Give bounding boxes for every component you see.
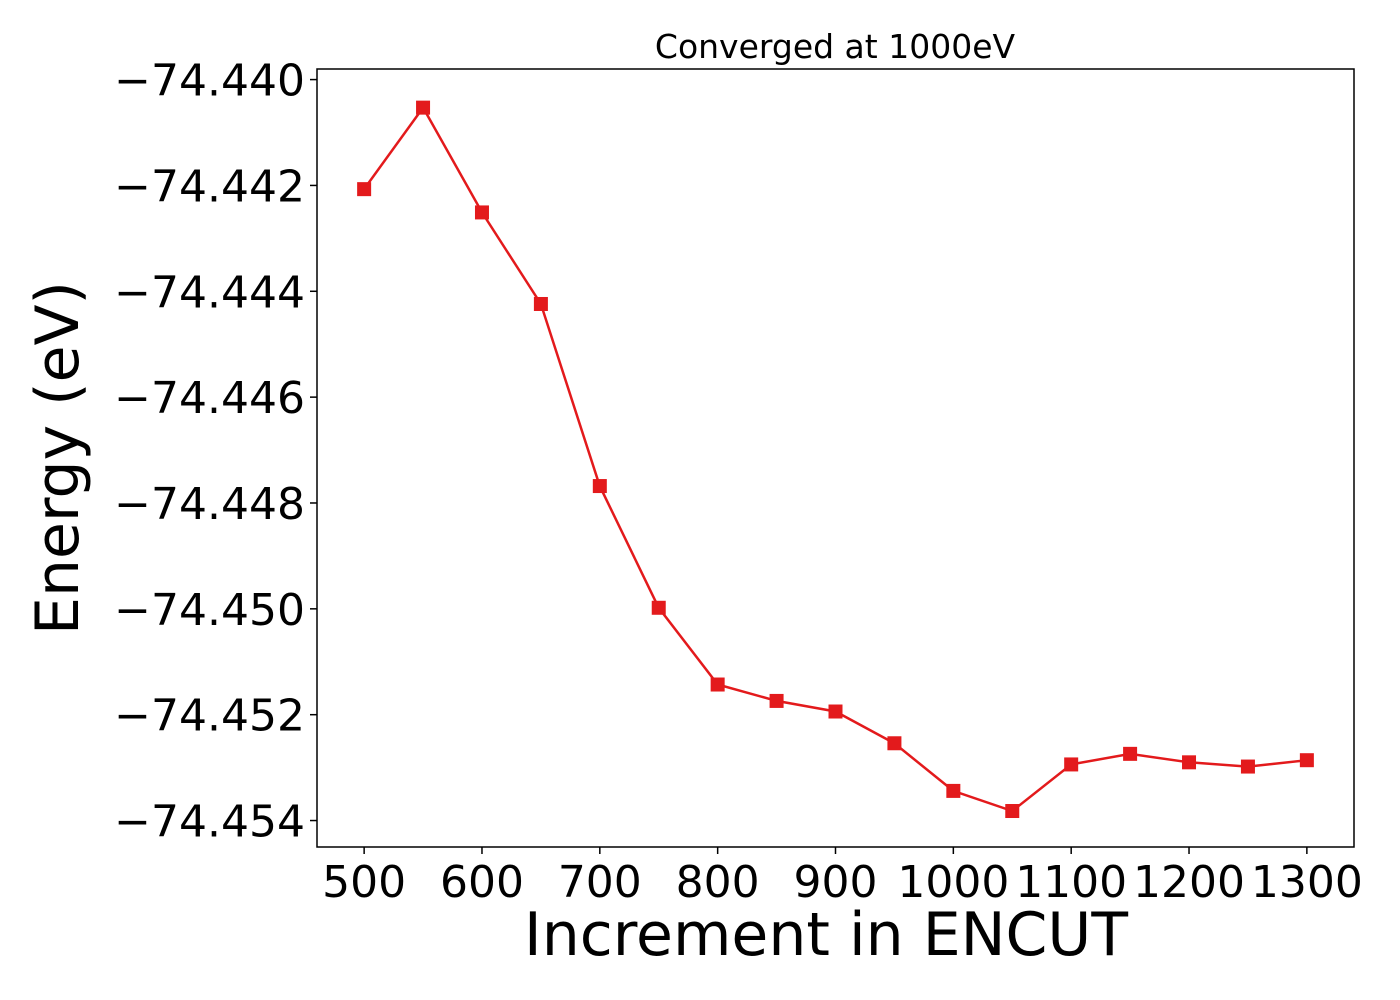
y-tick-label: −74.442: [114, 161, 305, 212]
data-point: [1240, 759, 1255, 774]
series-layer: [357, 100, 1314, 819]
y-tick-label: −74.448: [114, 479, 305, 530]
data-point: [474, 205, 489, 220]
data-point: [1005, 804, 1020, 819]
data-point: [1182, 755, 1197, 770]
x-tick-label: 900: [794, 857, 878, 908]
data-point: [1123, 746, 1138, 761]
x-axis-label: Increment in ENCUT: [524, 900, 1128, 970]
x-tick-label: 1200: [1133, 857, 1245, 908]
x-axis: 500 600 700 800 900 1000 1100 1200 1300: [322, 847, 1363, 908]
y-tick-label: −74.454: [114, 797, 305, 848]
data-point: [946, 783, 961, 798]
data-point: [357, 182, 372, 197]
x-tick-label: 700: [558, 857, 642, 908]
data-point: [769, 693, 784, 708]
y-axis-label: Energy (eV): [23, 281, 93, 635]
y-tick-label: −74.440: [114, 56, 305, 107]
x-tick-label: 600: [440, 857, 524, 908]
data-point: [887, 736, 902, 751]
chart-title: Converged at 1000eV: [655, 27, 1016, 66]
x-tick-label: 1300: [1251, 857, 1363, 908]
data-point: [1299, 753, 1314, 768]
x-tick-label: 1100: [1015, 857, 1127, 908]
y-axis: −74.440 −74.442 −74.444 −74.446 −74.448 −74.4…: [114, 56, 317, 848]
x-tick-label: 500: [322, 857, 406, 908]
y-tick-label: −74.446: [114, 373, 305, 424]
x-tick-label: 1000: [897, 857, 1009, 908]
data-point: [416, 100, 431, 115]
y-tick-label: −74.444: [114, 267, 305, 318]
plot-area: [316, 68, 1355, 848]
y-tick-label: −74.450: [114, 585, 305, 636]
data-point: [592, 479, 607, 494]
data-point: [651, 600, 666, 615]
data-point: [533, 296, 548, 311]
y-tick-label: −74.452: [114, 691, 305, 742]
data-point: [828, 704, 843, 719]
data-point: [1064, 757, 1079, 772]
x-tick-label: 800: [676, 857, 760, 908]
data-point: [710, 677, 725, 692]
